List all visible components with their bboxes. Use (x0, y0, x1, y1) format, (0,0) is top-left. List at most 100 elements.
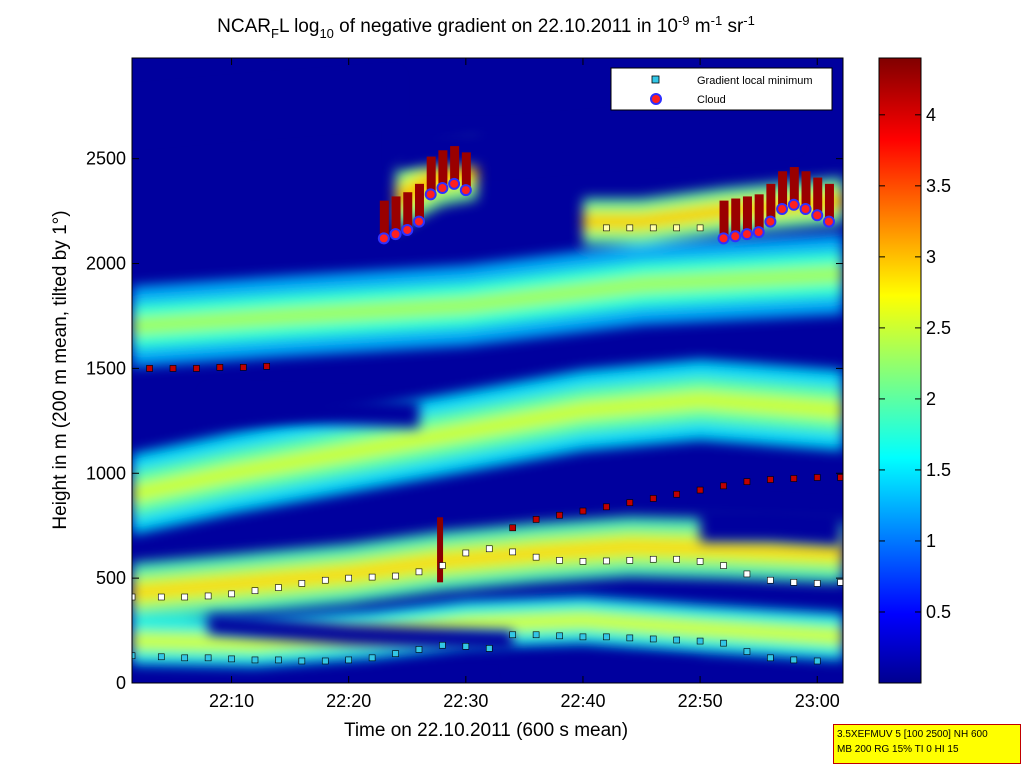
gradient-minimum-point (439, 641, 446, 649)
gradient-minimum-point (603, 224, 610, 232)
gradient-minimum-point (603, 503, 610, 511)
gradient-minimum-point (556, 511, 563, 519)
colorbar-tick-label: 0.5 (926, 602, 951, 622)
legend-label-gradient-minimum: Gradient local minimum (697, 75, 813, 87)
y-axis-label: Height in m (200 m mean, tilted by 1°) (50, 210, 71, 529)
x-tick-label: 22:20 (326, 691, 371, 711)
colorbar-tick-label: 2.5 (926, 318, 951, 338)
cloud-point (729, 230, 742, 243)
cloud-point (412, 215, 425, 228)
heatmap-dark-regions (132, 75, 841, 678)
gradient-minimum-point (767, 654, 774, 662)
gradient-minimum-point (626, 557, 634, 564)
dark-region (700, 505, 841, 547)
colorbar: 0.5 1 1.5 2 2.5 3 3.5 4 (878, 57, 951, 684)
cloud-column (778, 171, 788, 210)
gradient-minimum-point (790, 656, 798, 664)
cloud-point (448, 177, 461, 190)
colorbar-tick-label: 4 (926, 105, 936, 125)
gradient-minimum-point (239, 364, 247, 371)
gradient-minimum-point (790, 475, 798, 482)
gradient-minimum-point (485, 545, 493, 553)
gradient-minimum-point (132, 652, 136, 660)
y-tick-label: 500 (96, 568, 126, 588)
band-body (132, 377, 843, 517)
gradient-minimum-point (157, 593, 165, 601)
gradient-minimum-point (509, 631, 516, 639)
gradient-minimum-point (579, 633, 587, 641)
chart-title: NCARFL log10 of negative gradient on 22.… (217, 13, 755, 41)
gradient-minimum-point (321, 657, 329, 665)
x-tick-label: 22:10 (209, 691, 254, 711)
heatmap-spikes (379, 146, 834, 583)
cloud-column (719, 200, 729, 239)
gradient-minimum-point (579, 507, 587, 515)
gradient-minimum-point (673, 555, 680, 563)
cloud-column (731, 198, 741, 237)
gradient-minimum-point (603, 633, 610, 641)
gradient-minimum-point (228, 590, 235, 598)
band-core (132, 265, 843, 336)
gradient-minimum-point (485, 645, 493, 652)
gradient-minimum-point (345, 574, 352, 582)
dark-region (132, 75, 396, 137)
gradient-minimum-point (415, 646, 423, 653)
x-axis-label: Time on 22.10.2011 (600 s mean) (344, 720, 628, 741)
cloud-column (414, 183, 424, 222)
gradient-minimum-point (556, 632, 563, 640)
cloud-point (799, 203, 812, 216)
gradient-minimum-point (532, 553, 540, 561)
colorbar-ticks: 0.5 1 1.5 2 2.5 3 3.5 4 (879, 105, 951, 622)
cloud-point (389, 228, 402, 241)
cloud-point (436, 182, 449, 195)
gradient-minimum-point (462, 549, 470, 557)
gradient-minimum-point (415, 568, 423, 576)
gradient-minimum-point (743, 570, 751, 578)
heatmap (132, 58, 843, 683)
legend-marker-cloud (650, 93, 662, 105)
cloud-column (813, 177, 823, 216)
gradient-minimum-point (837, 579, 843, 586)
cloud-column (766, 183, 776, 222)
gradient-minimum-point (626, 634, 634, 642)
colorbar-tick-label: 3.5 (926, 176, 951, 196)
cloud-point (459, 184, 472, 197)
cloud-point (377, 232, 390, 245)
gradient-minimum-point (696, 486, 704, 494)
x-axis: 22:10 22:20 22:30 22:40 22:50 23:00 (209, 58, 840, 711)
y-tick-label: 2000 (86, 254, 126, 274)
gradient-minimum-point (813, 474, 821, 481)
legend: Gradient local minimum Cloud (610, 67, 833, 111)
gradient-minimum-point (720, 482, 727, 490)
x-tick-label: 22:30 (443, 691, 488, 711)
gradient-minimum-point (509, 524, 516, 532)
gradient-minimum-point (439, 562, 446, 569)
cloud-point (752, 226, 765, 239)
gradient-minimum-point (275, 584, 282, 591)
gradient-minimum-point (193, 365, 200, 372)
gradient-minimum-point (743, 478, 751, 485)
gradient-minimum-point (837, 474, 843, 481)
gradient-minimum-point (579, 558, 587, 565)
gradient-minimum-point (649, 224, 657, 232)
gradient-minimum-point (720, 639, 727, 647)
y-tick-label: 0 (116, 673, 126, 693)
cloud-column (461, 152, 471, 191)
gradient-minimum-point (462, 642, 470, 650)
cloud-point (424, 188, 437, 201)
parameter-stamp: 3.5XEFMUV 5 [100 2500] NH 600 MB 200 RG … (833, 724, 1021, 764)
cloud-column (754, 194, 764, 233)
cloud-column (450, 146, 460, 184)
cloud-column (742, 196, 752, 235)
gradient-minimum-point (649, 495, 657, 502)
legend-box (610, 67, 833, 111)
gradient-minimum-point (696, 558, 704, 565)
gradient-minimum-point (790, 579, 798, 586)
gradient-minimum-point (298, 580, 306, 587)
cloud-point (811, 209, 824, 222)
gradient-minimum-point (767, 476, 774, 483)
gradient-minimum-point (392, 572, 399, 580)
gradient-minimum-point (532, 516, 540, 523)
dark-region (208, 392, 419, 428)
